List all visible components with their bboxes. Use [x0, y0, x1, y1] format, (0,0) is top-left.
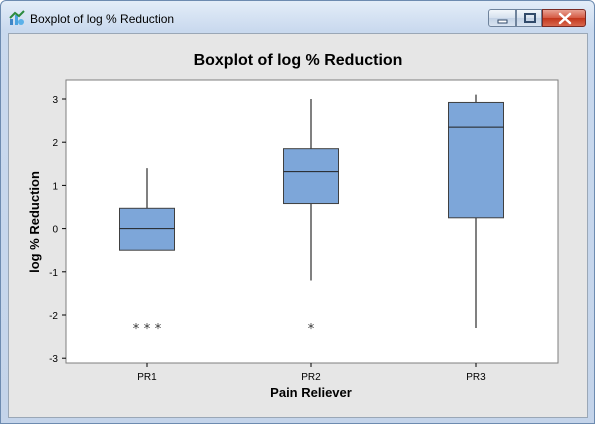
x-axis-label: Pain Reliever: [270, 385, 352, 400]
boxes-group: * * * *: [119, 94, 504, 337]
box-pr2: *: [283, 99, 339, 337]
x-tick-label-0: PR1: [137, 372, 157, 383]
outlier-point: *: [155, 322, 162, 337]
y-tick-label-3: 0: [52, 225, 58, 236]
y-tick-label-1: 2: [52, 138, 58, 149]
minitab-graph-icon: [9, 10, 25, 25]
minimize-icon: [497, 19, 508, 24]
graph-client-area: Boxplot of log % Reduction 3 2 1 0 -1 -2 -3 PR…: [8, 33, 588, 418]
iqr-box: [119, 207, 175, 251]
iqr-box: [283, 148, 339, 205]
iqr-box: [448, 101, 504, 219]
chart-title: Boxplot of log % Reduction: [194, 52, 403, 69]
outlier-point: *: [144, 322, 151, 337]
close-icon: [558, 12, 572, 25]
x-tick-label-1: PR2: [301, 372, 321, 383]
x-axis: PR1 PR2 PR3: [137, 363, 486, 383]
y-tick-label-0: 3: [52, 95, 58, 106]
y-tick-label-6: -3: [49, 354, 58, 365]
y-tick-label-2: 1: [52, 181, 58, 192]
y-axis-label: log % Reduction: [27, 171, 42, 273]
outlier-point: *: [133, 322, 140, 337]
window-title: Boxplot of log % Reduction: [30, 12, 175, 26]
y-tick-label-4: -1: [49, 268, 58, 279]
y-axis: 3 2 1 0 -1 -2 -3: [49, 95, 66, 365]
outlier-point: *: [308, 322, 315, 337]
maximize-icon: [524, 13, 536, 23]
y-tick-label-5: -2: [49, 311, 58, 322]
close-button[interactable]: [542, 9, 586, 27]
x-tick-label-2: PR3: [466, 372, 486, 383]
title-bar[interactable]: Boxplot of log % Reduction: [1, 1, 594, 35]
boxplot-chart: Boxplot of log % Reduction 3 2 1 0 -1 -2 -3 PR…: [27, 52, 559, 400]
maximize-button[interactable]: [516, 9, 542, 27]
minimize-button[interactable]: [488, 9, 516, 27]
box-pr3: [448, 94, 504, 328]
box-pr1: * * *: [119, 168, 175, 337]
